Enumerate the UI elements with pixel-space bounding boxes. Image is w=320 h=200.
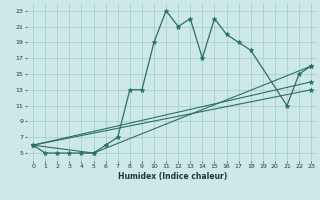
X-axis label: Humidex (Indice chaleur): Humidex (Indice chaleur) (117, 172, 227, 181)
